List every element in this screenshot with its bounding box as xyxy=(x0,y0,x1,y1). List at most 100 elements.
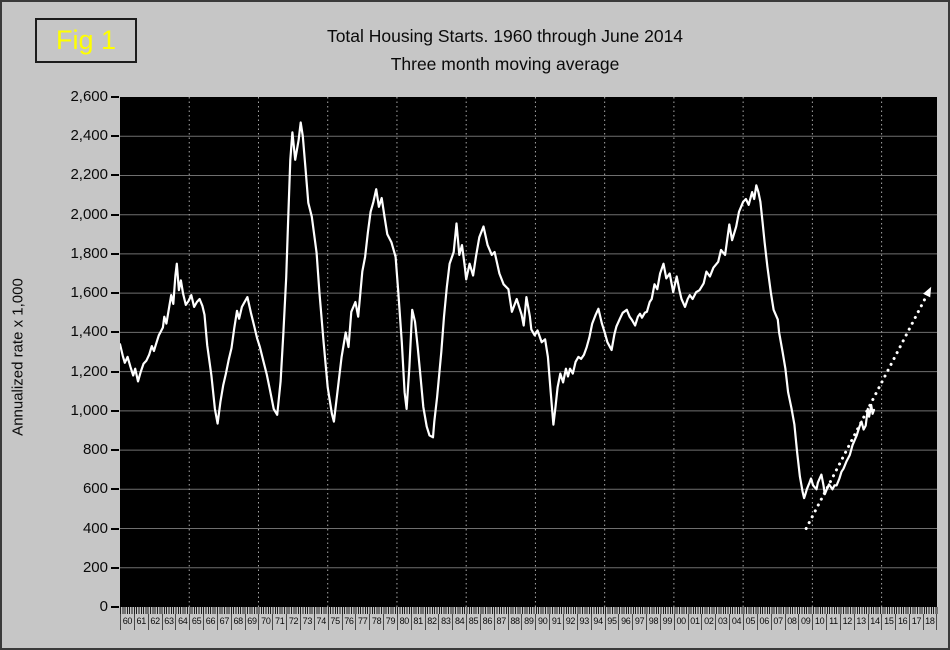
x-tick-label-01: 01 xyxy=(687,614,702,630)
y-tick-mark xyxy=(111,135,119,138)
y-tick-mark xyxy=(111,96,119,98)
y-tick-mark xyxy=(111,331,119,334)
y-tick-label-1400: 1,400 xyxy=(70,323,108,341)
x-tick-label-87: 87 xyxy=(493,614,508,630)
y-tick-label-1200: 1,200 xyxy=(70,362,108,380)
x-tick-label-04: 04 xyxy=(729,614,743,630)
x-tick-label-99: 99 xyxy=(659,614,674,630)
x-tick-label-64: 64 xyxy=(175,614,189,630)
y-tick-mark xyxy=(111,527,119,530)
chart-title-line2: Three month moving average xyxy=(390,54,620,74)
x-tick-label-06: 06 xyxy=(756,614,771,630)
x-tick-label-09: 09 xyxy=(798,614,812,630)
x-tick-label-75: 75 xyxy=(327,614,342,630)
housing-starts-line-chart xyxy=(120,97,937,607)
plot-area xyxy=(120,97,937,607)
y-axis-title: Annualized rate x 1,000 xyxy=(9,278,27,436)
x-tick-label-90: 90 xyxy=(535,614,549,630)
x-tick-label-10: 10 xyxy=(812,614,826,630)
x-tick-label-83: 83 xyxy=(438,614,452,630)
y-tick-mark xyxy=(111,174,119,177)
y-tick-mark xyxy=(111,488,119,491)
x-tick-label-15: 15 xyxy=(881,614,895,630)
y-tick-mark xyxy=(111,606,119,608)
chart-title: Total Housing Starts. 1960 through June … xyxy=(62,22,948,78)
x-tick-label-18: 18 xyxy=(922,614,937,630)
projection-arrowhead xyxy=(923,286,932,298)
y-tick-label-800: 800 xyxy=(82,441,108,459)
x-tick-label-80: 80 xyxy=(396,614,411,630)
x-tick-label-77: 77 xyxy=(355,614,369,630)
x-tick-label-69: 69 xyxy=(244,614,259,630)
y-tick-label-600: 600 xyxy=(82,480,108,498)
x-axis-labels: 60 61 62 63 64 65 66 67 68 69 70 71 72 73 74 75 76 77 78 79… xyxy=(120,614,938,630)
x-tick-label-91: 91 xyxy=(549,614,563,630)
x-tick-label-84: 84 xyxy=(452,614,466,630)
x-tick-label-02: 02 xyxy=(701,614,715,630)
projection-dotted-line xyxy=(804,288,931,531)
x-tick-label-03: 03 xyxy=(715,614,729,630)
x-tick-label-88: 88 xyxy=(507,614,522,630)
y-tick-label-2400: 2,400 xyxy=(70,127,108,145)
x-tick-label-71: 71 xyxy=(272,614,286,630)
x-tick-label-60: 60 xyxy=(120,614,134,630)
x-tick-label-62: 62 xyxy=(147,614,162,630)
chart-title-line1: Total Housing Starts. 1960 through June … xyxy=(326,26,684,46)
x-tick-label-70: 70 xyxy=(258,614,272,630)
y-tick-mark xyxy=(111,409,119,412)
x-tick-label-93: 93 xyxy=(576,614,591,630)
x-tick-label-66: 66 xyxy=(203,614,217,630)
x-tick-label-72: 72 xyxy=(286,614,300,630)
x-tick-label-13: 13 xyxy=(853,614,868,630)
y-tick-label-1600: 1,600 xyxy=(70,284,108,302)
x-tick-label-96: 96 xyxy=(618,614,632,630)
x-tick-label-78: 78 xyxy=(369,614,383,630)
x-tick-label-81: 81 xyxy=(410,614,425,630)
y-tick-label-400: 400 xyxy=(82,519,108,537)
x-tick-label-76: 76 xyxy=(341,614,356,630)
y-tick-label-2600: 2,600 xyxy=(70,88,108,105)
x-tick-label-85: 85 xyxy=(466,614,480,630)
y-tick-label-1800: 1,800 xyxy=(70,244,108,262)
y-tick-mark xyxy=(111,252,119,255)
x-tick-label-94: 94 xyxy=(590,614,605,630)
x-tick-label-97: 97 xyxy=(632,614,646,630)
y-tick-label-2000: 2,000 xyxy=(70,205,108,223)
y-tick-mark xyxy=(111,213,119,216)
x-tick-label-08: 08 xyxy=(784,614,799,630)
x-tick-label-07: 07 xyxy=(770,614,785,630)
x-tick-label-95: 95 xyxy=(604,614,619,630)
x-tick-label-12: 12 xyxy=(839,614,854,630)
x-tick-label-89: 89 xyxy=(521,614,535,630)
x-tick-label-63: 63 xyxy=(161,614,176,630)
x-tick-label-73: 73 xyxy=(299,614,314,630)
housing-starts-series-line xyxy=(120,121,876,500)
y-tick-label-1000: 1,000 xyxy=(70,401,108,419)
x-tick-label-00: 00 xyxy=(673,614,688,630)
y-tick-label-2200: 2,200 xyxy=(70,166,108,184)
x-tick-label-67: 67 xyxy=(216,614,231,630)
figure-label-box: Fig 1 xyxy=(35,18,137,63)
y-tick-mark xyxy=(111,370,119,373)
x-tick-label-14: 14 xyxy=(867,614,882,630)
x-tick-label-92: 92 xyxy=(563,614,577,630)
x-tick-label-79: 79 xyxy=(383,614,397,630)
figure-label: Fig 1 xyxy=(55,25,117,55)
y-tick-mark xyxy=(111,449,119,452)
x-tick-label-82: 82 xyxy=(424,614,439,630)
x-tick-label-61: 61 xyxy=(133,614,148,630)
x-tick-label-17: 17 xyxy=(909,614,923,630)
y-tick-label-0: 0 xyxy=(99,598,108,615)
x-tick-label-11: 11 xyxy=(826,614,840,630)
x-tick-label-74: 74 xyxy=(313,614,328,630)
x-tick-label-16: 16 xyxy=(895,614,909,630)
x-tick-label-68: 68 xyxy=(230,614,245,630)
y-tick-mark xyxy=(111,292,119,295)
x-tick-label-65: 65 xyxy=(189,614,203,630)
y-tick-label-200: 200 xyxy=(82,558,108,576)
y-tick-mark xyxy=(111,566,119,569)
x-tick-label-86: 86 xyxy=(479,614,494,630)
x-tick-label-05: 05 xyxy=(742,614,757,630)
x-axis-minor-ticks xyxy=(120,607,938,614)
